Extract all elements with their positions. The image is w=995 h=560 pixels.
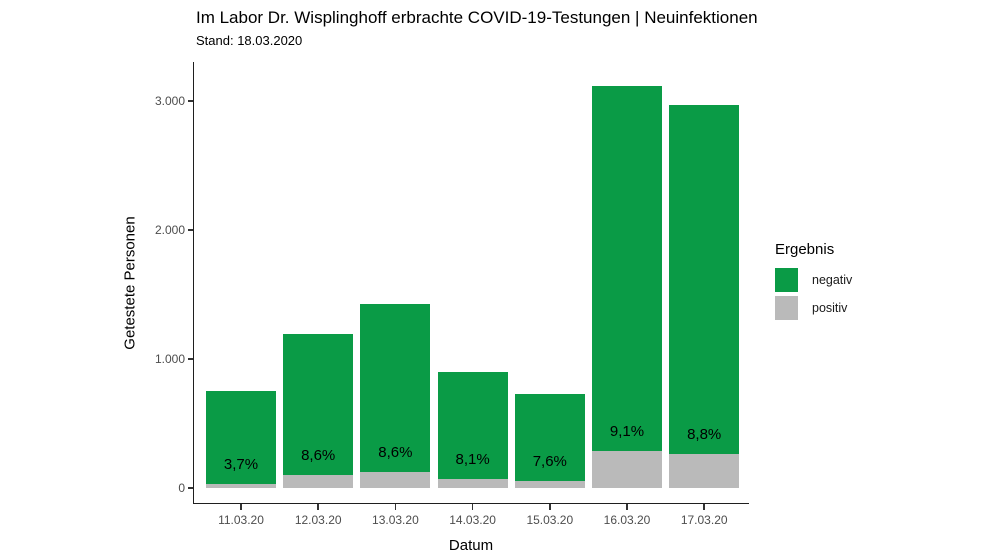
chart-title: Im Labor Dr. Wisplinghoff erbrachte COVI… — [196, 8, 758, 27]
bar-negativ-16.03.20 — [592, 85, 662, 452]
legend-title: Ergebnis — [775, 241, 835, 258]
y-tick — [187, 100, 193, 102]
x-tick — [240, 504, 242, 510]
bar-percent-label: 8,6% — [301, 446, 336, 464]
x-axis-title: Datum — [448, 537, 494, 554]
y-axis-title: Getestete Personen — [121, 216, 139, 350]
bar-positiv-15.03.20 — [514, 480, 585, 488]
bar-positiv-12.03.20 — [283, 474, 354, 488]
legend: Ergebnis negativ positiv — [775, 241, 852, 324]
legend-item-positiv: positiv — [775, 296, 852, 320]
x-tick-label: 16.03.20 — [603, 513, 651, 527]
x-tick-label: 14.03.20 — [449, 513, 496, 527]
bar-positiv-16.03.20 — [592, 451, 662, 488]
bar-positiv-13.03.20 — [360, 472, 431, 488]
x-tick-label: 13.03.20 — [372, 513, 419, 527]
y-tick-label: 2.000 — [154, 223, 185, 237]
x-tick-label: 15.03.20 — [526, 513, 574, 527]
legend-label-positiv: positiv — [812, 301, 848, 315]
bar-positiv-17.03.20 — [669, 454, 740, 488]
bar-negativ-15.03.20 — [514, 393, 585, 481]
x-tick — [549, 504, 551, 510]
y-tick — [187, 229, 193, 231]
negativ-swatch — [775, 268, 798, 292]
positiv-swatch — [775, 296, 798, 320]
x-tick — [317, 504, 319, 510]
x-tick-label: 17.03.20 — [680, 513, 728, 527]
bar-percent-label: 9,1% — [609, 423, 645, 441]
bar-percent-label: 8,6% — [378, 444, 413, 462]
bar-percent-label: 8,1% — [455, 450, 490, 468]
bar-percent-label: 7,6% — [532, 452, 567, 470]
bar-percent-label: 8,8% — [687, 426, 722, 444]
x-tick — [626, 504, 628, 510]
y-tick-label: 3.000 — [154, 94, 185, 108]
bar-negativ-17.03.20 — [669, 104, 740, 455]
x-tick-label: 12.03.20 — [294, 513, 342, 527]
bar-negativ-11.03.20 — [206, 391, 276, 485]
x-axis-line — [192, 502, 749, 504]
y-axis-line — [192, 62, 194, 504]
y-tick-label: 1.000 — [154, 352, 185, 366]
bar-percent-label: 3,7% — [223, 456, 259, 474]
chart-subtitle: Stand: 18.03.2020 — [196, 33, 303, 48]
y-tick — [187, 358, 193, 360]
y-tick-label: 0 — [178, 481, 185, 495]
legend-item-negativ: negativ — [775, 268, 852, 292]
bar-positiv-14.03.20 — [437, 478, 508, 488]
legend-label-negativ: negativ — [812, 273, 853, 287]
x-tick — [471, 504, 474, 510]
y-tick — [187, 487, 193, 489]
x-tick — [394, 504, 397, 510]
bar-positiv-11.03.20 — [206, 484, 276, 488]
x-tick-label: 11.03.20 — [218, 513, 264, 527]
x-tick — [703, 504, 705, 510]
bar-negativ-13.03.20 — [360, 303, 431, 473]
bar-negativ-12.03.20 — [283, 333, 354, 475]
bar-negativ-14.03.20 — [437, 371, 508, 479]
